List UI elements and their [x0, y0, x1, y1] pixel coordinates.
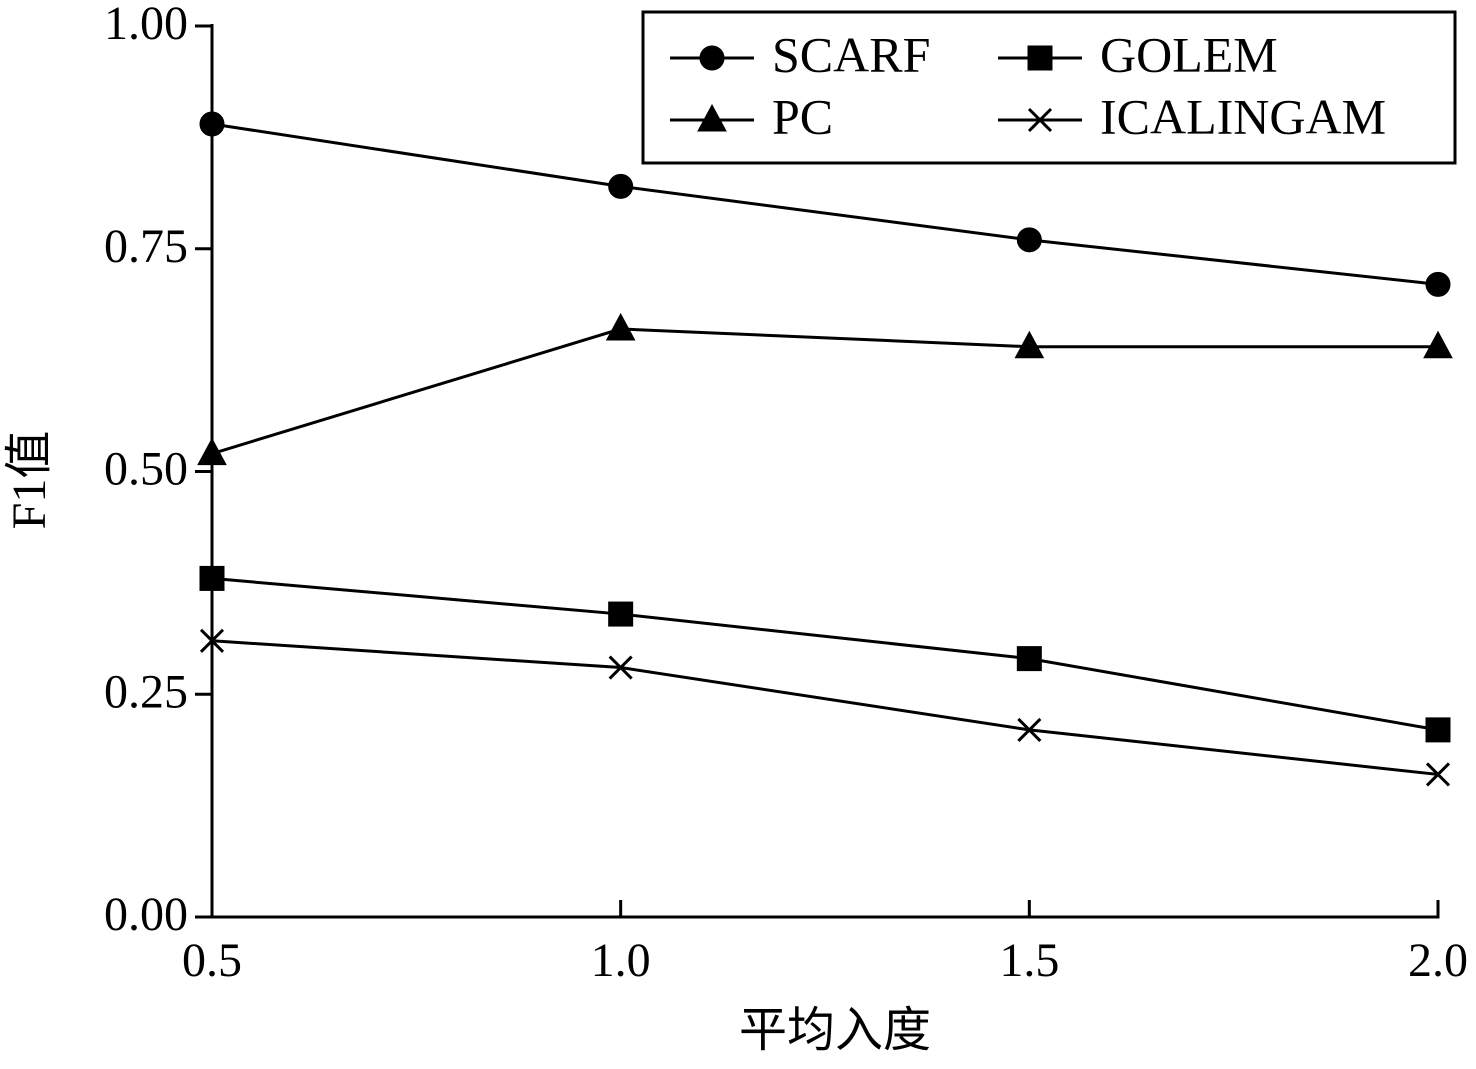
marker	[1425, 271, 1451, 297]
y-axis-title: F1值	[3, 431, 56, 530]
x-tick-label: 1.5	[999, 934, 1059, 987]
marker	[1425, 762, 1451, 787]
marker	[1014, 330, 1045, 359]
marker	[1027, 45, 1053, 71]
marker	[608, 173, 634, 199]
legend-label: PC	[772, 88, 833, 144]
marker	[608, 655, 633, 680]
y-tick-label: 0.75	[104, 220, 188, 273]
marker	[1425, 717, 1451, 743]
y-tick-label: 0.25	[104, 665, 188, 718]
marker	[197, 437, 227, 466]
series-line	[211, 122, 1439, 286]
series-line	[211, 327, 1438, 456]
y-tick-label: 0.50	[104, 443, 188, 496]
y-tick-label: 0.00	[104, 888, 188, 941]
legend-label: SCARF	[772, 26, 930, 82]
legend-label: GOLEM	[1100, 26, 1278, 82]
marker	[199, 565, 225, 591]
marker	[1016, 227, 1042, 253]
marker	[699, 45, 725, 71]
y-tick-label: 1.00	[104, 0, 188, 50]
x-axis-title: 平均入度	[739, 1004, 931, 1057]
marker	[1016, 646, 1042, 672]
legend-box	[641, 10, 1457, 165]
marker	[1027, 107, 1053, 133]
x-tick-label: 2.0	[1408, 934, 1468, 987]
marker	[1017, 717, 1042, 742]
marker	[199, 111, 225, 137]
marker	[608, 601, 634, 627]
series-line	[211, 639, 1439, 776]
series-line	[211, 576, 1439, 732]
legend: SCARF GOLEM PC ICALINGAM	[641, 10, 1457, 165]
x-tick-label: 1.0	[591, 934, 651, 987]
marker	[1423, 330, 1453, 359]
marker	[697, 103, 727, 132]
x-tick-label: 0.5	[182, 934, 242, 987]
legend-label: ICALINGAM	[1100, 88, 1386, 144]
marker	[199, 628, 225, 653]
marker	[605, 312, 636, 341]
